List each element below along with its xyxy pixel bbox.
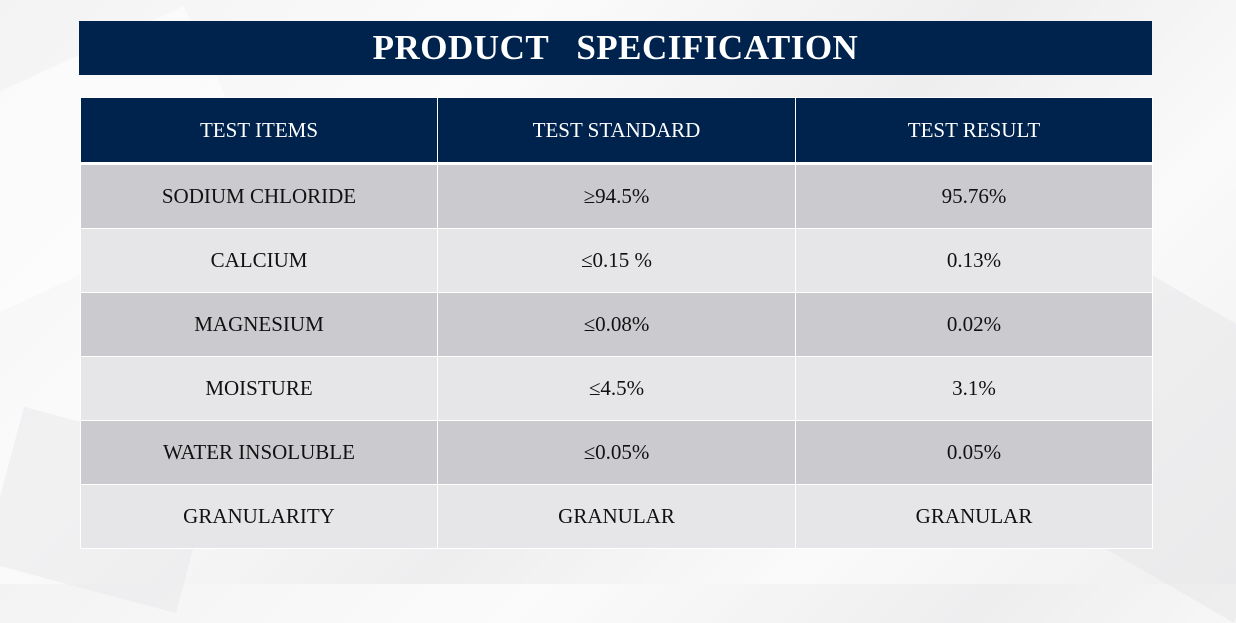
table-row: GRANULARITY GRANULAR GRANULAR bbox=[80, 484, 1153, 549]
test-result-cell: 0.13% bbox=[795, 228, 1153, 293]
column-header-test-standard: TEST STANDARD bbox=[437, 97, 796, 164]
test-item-cell: WATER INSOLUBLE bbox=[80, 420, 438, 485]
column-header-test-result: TEST RESULT bbox=[795, 97, 1153, 164]
table-row: MOISTURE ≤4.5% 3.1% bbox=[80, 356, 1153, 421]
table-row: SODIUM CHLORIDE ≥94.5% 95.76% bbox=[80, 162, 1153, 229]
test-standard-cell: ≤0.08% bbox=[437, 292, 796, 357]
test-standard-cell: ≤4.5% bbox=[437, 356, 796, 421]
table-row: WATER INSOLUBLE ≤0.05% 0.05% bbox=[80, 420, 1153, 485]
test-result-cell: 0.05% bbox=[795, 420, 1153, 485]
specification-table: TEST ITEMS TEST STANDARD TEST RESULT SOD… bbox=[80, 97, 1153, 549]
test-result-cell: 95.76% bbox=[795, 162, 1153, 229]
test-item-cell: GRANULARITY bbox=[80, 484, 438, 549]
column-header-test-items: TEST ITEMS bbox=[80, 97, 438, 164]
page-title: PRODUCT SPECIFICATION bbox=[372, 28, 859, 67]
test-item-cell: SODIUM CHLORIDE bbox=[80, 162, 438, 229]
test-item-cell: CALCIUM bbox=[80, 228, 438, 293]
test-item-cell: MAGNESIUM bbox=[80, 292, 438, 357]
test-standard-cell: GRANULAR bbox=[437, 484, 796, 549]
test-standard-cell: ≤0.05% bbox=[437, 420, 796, 485]
test-standard-cell: ≤0.15 % bbox=[437, 228, 796, 293]
table-header-row: TEST ITEMS TEST STANDARD TEST RESULT bbox=[80, 97, 1153, 164]
title-banner: PRODUCT SPECIFICATION bbox=[79, 21, 1152, 75]
test-result-cell: 3.1% bbox=[795, 356, 1153, 421]
test-result-cell: 0.02% bbox=[795, 292, 1153, 357]
table-row: MAGNESIUM ≤0.08% 0.02% bbox=[80, 292, 1153, 357]
test-result-cell: GRANULAR bbox=[795, 484, 1153, 549]
test-item-cell: MOISTURE bbox=[80, 356, 438, 421]
table-row: CALCIUM ≤0.15 % 0.13% bbox=[80, 228, 1153, 293]
test-standard-cell: ≥94.5% bbox=[437, 162, 796, 229]
